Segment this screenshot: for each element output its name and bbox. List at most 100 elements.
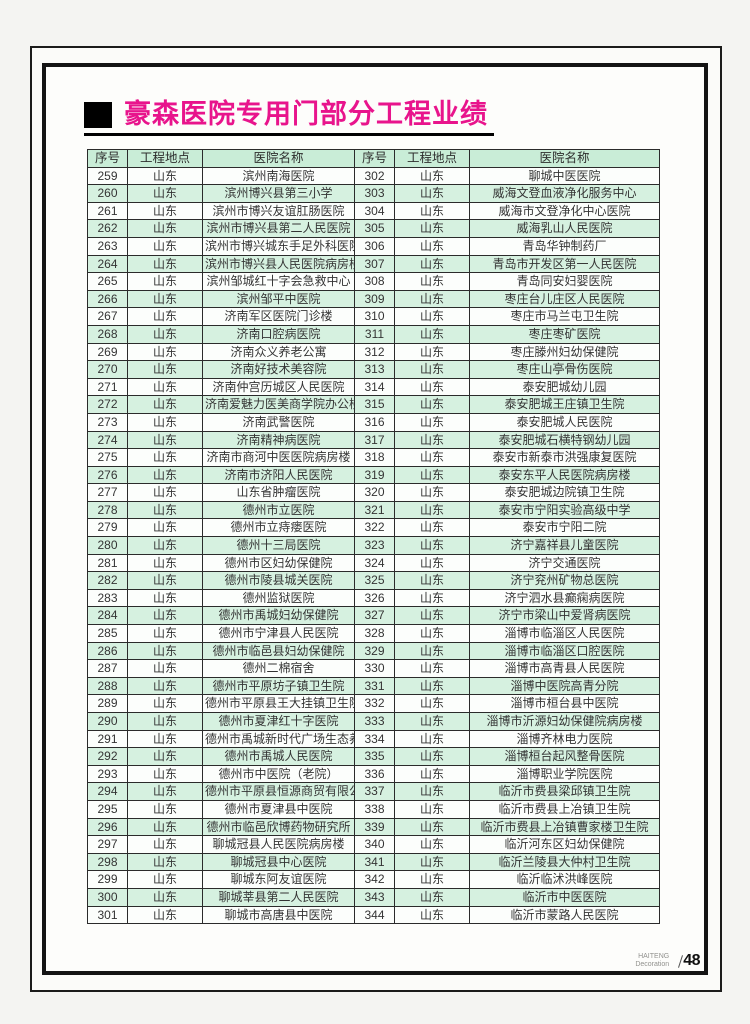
table-row: 289 山东 德州市平原县王大挂镇卫生院 332 山东 淄博市桓台县中医院	[87, 694, 660, 713]
serial-cell: 306	[354, 236, 395, 256]
hospital-name-cell: 临沂临沭洪峰医院	[469, 870, 660, 889]
location-cell: 山东	[394, 835, 470, 854]
location-cell: 山东	[127, 272, 203, 291]
table-row: 297 山东 聊城冠县人民医院病房楼 340 山东 临沂河东区妇幼保健院	[87, 835, 660, 854]
hospital-name-cell: 山东省肿瘤医院	[202, 483, 355, 502]
location-cell: 山东	[394, 219, 470, 238]
location-cell: 山东	[127, 219, 203, 238]
hospital-name-cell: 临沂市费县梁邱镇卫生院	[469, 782, 660, 801]
serial-cell: 280	[87, 536, 128, 555]
serial-cell: 311	[354, 324, 395, 344]
serial-cell: 304	[354, 201, 395, 221]
serial-cell: 281	[87, 553, 128, 573]
table-row: 264 山东 滨州市博兴县人民医院病房楼 307 山东 青岛市开发区第一人民医院	[87, 254, 660, 274]
serial-cell: 316	[354, 412, 395, 432]
location-cell: 山东	[394, 236, 470, 256]
hospital-name-cell: 滨州博兴县第三小学	[202, 184, 355, 203]
location-cell: 山东	[127, 500, 203, 520]
serial-cell: 341	[354, 852, 395, 872]
location-cell: 山东	[127, 747, 203, 766]
hospital-name-cell: 淄博职业学院医院	[469, 764, 660, 784]
hospital-name-cell: 淄博市高青县人民医院	[469, 659, 660, 678]
location-cell: 山东	[394, 412, 470, 432]
table-row: 293 山东 德州市中医院（老院） 336 山东 淄博职业学院医院	[87, 764, 660, 784]
hospital-name-cell: 德州市临邑欣博药物研究所	[202, 817, 355, 837]
hospital-name-cell: 德州二棉宿舍	[202, 659, 355, 678]
location-cell: 山东	[127, 712, 203, 731]
location-cell: 山东	[127, 835, 203, 854]
hospital-name-cell: 德州市夏津县中医院	[202, 799, 355, 819]
location-cell: 山东	[394, 360, 470, 379]
location-cell: 山东	[394, 588, 470, 608]
hospital-name-cell: 济宁嘉祥县儿童医院	[469, 536, 660, 555]
location-cell: 山东	[127, 289, 203, 309]
serial-cell: 289	[87, 694, 128, 713]
hospital-name-cell: 滨州市博兴友谊肛肠医院	[202, 201, 355, 221]
projects-table-body: 259 山东 滨州南海医院 302 山东 聊城中医医院 260 山东 滨州博兴县第三小学 303 山…	[87, 166, 660, 925]
hospital-name-cell: 临沂市蒙路人民医院	[469, 905, 660, 925]
location-cell: 山东	[127, 588, 203, 608]
location-cell: 山东	[394, 817, 470, 837]
hospital-name-cell: 枣庄台儿庄区人民医院	[469, 289, 660, 309]
serial-cell: 331	[354, 676, 395, 696]
serial-cell: 310	[354, 307, 395, 326]
hospital-name-cell: 淄博市临淄区人民医院	[469, 624, 660, 643]
location-cell: 山东	[127, 553, 203, 573]
location-cell: 山东	[127, 782, 203, 801]
location-cell: 山东	[394, 184, 470, 203]
location-cell: 山东	[394, 201, 470, 221]
serial-cell: 336	[354, 764, 395, 784]
brand-mark: HAITENG Decoration	[635, 953, 669, 969]
hospital-name-cell: 威海文登血液净化服务中心	[469, 184, 660, 203]
serial-cell: 278	[87, 500, 128, 520]
location-cell: 山东	[127, 324, 203, 344]
location-cell: 山东	[127, 817, 203, 837]
location-cell: 山东	[394, 641, 470, 661]
location-cell: 山东	[127, 412, 203, 432]
table-row: 296 山东 德州市临邑欣博药物研究所 339 山东 临沂市费县上冶镇曹家楼卫生院	[87, 817, 660, 837]
location-cell: 山东	[394, 518, 470, 538]
table-row: 299 山东 聊城东阿友谊医院 342 山东 临沂临沭洪峰医院	[87, 870, 660, 889]
hospital-name-cell: 德州市平原县王大挂镇卫生院	[202, 694, 355, 713]
header-serial-right: 序号	[354, 149, 395, 168]
table-row: 291山东德州市禹城新时代广场生态养生馆334山东淄博齐林电力医院	[87, 729, 660, 749]
hospital-name-cell: 济宁市梁山中爱肾病医院	[469, 606, 660, 626]
location-cell: 山东	[127, 518, 203, 538]
serial-cell: 299	[87, 870, 128, 889]
hospital-name-cell: 聊城冠县中心医院	[202, 852, 355, 872]
page-footer: HAITENG Decoration 48	[635, 952, 700, 970]
table-row: 301 山东 聊城市高唐县中医院 344 山东 临沂市蒙路人民医院	[87, 905, 660, 925]
location-cell: 山东	[394, 307, 470, 326]
location-cell: 山东	[127, 694, 203, 713]
location-cell: 山东	[127, 448, 203, 467]
location-cell: 山东	[394, 166, 470, 186]
table-row: 285 山东 德州市宁津县人民医院 328 山东 淄博市临淄区人民医院	[87, 624, 660, 643]
section-title: 豪森医院专用门部分工程业绩	[84, 101, 494, 136]
hospital-name-cell: 滨州邹城红十字会急救中心	[202, 272, 355, 291]
serial-cell: 282	[87, 571, 128, 590]
location-cell: 山东	[394, 747, 470, 766]
location-cell: 山东	[127, 764, 203, 784]
location-cell: 山东	[394, 448, 470, 467]
serial-cell: 317	[354, 430, 395, 450]
serial-cell: 263	[87, 236, 128, 256]
table-row: 260 山东 滨州博兴县第三小学 303 山东 威海文登血液净化服务中心	[87, 184, 660, 203]
serial-cell: 270	[87, 360, 128, 379]
location-cell: 山东	[394, 571, 470, 590]
hospital-name-cell: 聊城东阿友谊医院	[202, 870, 355, 889]
serial-cell: 315	[354, 395, 395, 414]
hospital-name-cell: 泰安肥城人民医院	[469, 412, 660, 432]
location-cell: 山东	[127, 430, 203, 450]
table-row: 265 山东 滨州邹城红十字会急救中心 308 山东 青岛同安妇婴医院	[87, 272, 660, 291]
hospital-name-cell: 淄博市桓台县中医院	[469, 694, 660, 713]
hospital-name-cell: 济南好技术美容院	[202, 360, 355, 379]
table-row: 262 山东 滨州市博兴县第二人民医院 305 山东 威海乳山人民医院	[87, 219, 660, 238]
header-hospital-right: 医院名称	[469, 149, 660, 168]
hospital-name-cell: 泰安市宁阳二院	[469, 518, 660, 538]
hospital-name-cell: 淄博桓台起风整骨医院	[469, 747, 660, 766]
table-row: 266 山东 滨州邹平中医院 309 山东 枣庄台儿庄区人民医院	[87, 289, 660, 309]
table-row: 259 山东 滨州南海医院 302 山东 聊城中医医院	[87, 166, 660, 186]
hospital-name-cell: 聊城莘县第二人民医院	[202, 887, 355, 907]
location-cell: 山东	[127, 641, 203, 661]
location-cell: 山东	[127, 852, 203, 872]
